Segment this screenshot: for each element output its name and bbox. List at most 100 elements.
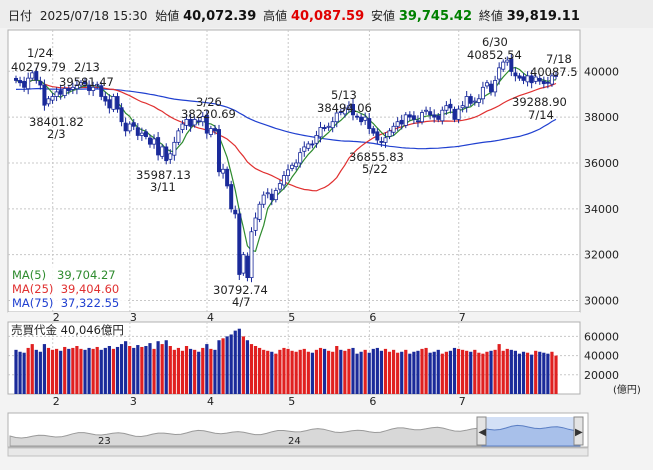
navigator-scrollbar[interactable] xyxy=(7,447,589,457)
annotation-label: 30792.74 xyxy=(213,283,268,297)
volume-bar xyxy=(184,346,189,394)
candle-body xyxy=(476,98,481,103)
candle-body xyxy=(383,137,388,143)
navigator-label-24: 24 xyxy=(288,436,301,447)
datetime-value: 2025/07/18 15:30 xyxy=(40,9,148,23)
volume-bar xyxy=(168,346,172,394)
candle-body xyxy=(58,90,63,95)
volume-bar xyxy=(538,351,542,394)
candle-body xyxy=(460,105,465,109)
volume-bar xyxy=(400,351,404,394)
candle-body xyxy=(440,109,445,122)
navigator-label-23: 23 xyxy=(98,436,111,447)
candle-body xyxy=(379,141,384,143)
candle-body xyxy=(334,112,339,123)
candle-body xyxy=(342,107,347,115)
candle-body xyxy=(204,114,209,134)
volume-bar xyxy=(237,328,241,394)
volume-bar xyxy=(550,351,554,394)
candle-body xyxy=(46,98,51,105)
candle-body xyxy=(464,96,469,108)
candle-body xyxy=(192,119,197,126)
candle-body xyxy=(330,121,335,129)
candle-body xyxy=(253,217,258,231)
high-label: 高値 xyxy=(263,8,287,23)
candle-body xyxy=(346,105,351,109)
annotation-label: 38220.69 xyxy=(181,107,236,121)
volume-bar xyxy=(180,350,185,394)
low-value: 39,745.42 xyxy=(399,9,472,24)
volume-bar xyxy=(258,347,262,394)
candle-body xyxy=(411,115,416,120)
candle-body xyxy=(172,141,177,156)
candle-body xyxy=(436,115,441,120)
volume-bar xyxy=(34,349,38,394)
volume-bar xyxy=(50,349,55,394)
legend-entry: MA(5) 39,704.27 xyxy=(12,268,116,282)
volume-bar xyxy=(103,347,107,394)
price-tick-label: 32000 xyxy=(584,249,619,262)
candle-body xyxy=(241,254,246,274)
candle-body xyxy=(245,255,250,279)
ma25-line xyxy=(15,79,557,192)
volume-bar xyxy=(87,347,91,394)
volume-bar xyxy=(456,348,461,394)
candle-body xyxy=(391,125,396,133)
candle-body xyxy=(196,120,201,123)
candle-body xyxy=(407,114,412,118)
candle-body xyxy=(529,75,534,84)
volume-bar xyxy=(306,351,310,394)
volume-bar xyxy=(172,349,176,394)
month-tick-label: 2 xyxy=(53,311,60,324)
candle-body xyxy=(30,72,35,79)
candle-body xyxy=(22,80,27,88)
candle-body xyxy=(484,82,489,87)
volume-tick-label: 20000 xyxy=(584,369,619,382)
candle-body xyxy=(233,209,238,215)
volume-bar xyxy=(282,347,286,394)
candle-body xyxy=(395,121,400,127)
month-tick-label: 3 xyxy=(130,311,137,324)
navigator-right-handle[interactable] xyxy=(573,416,584,446)
header-bar xyxy=(0,0,653,28)
price-tick-label: 30000 xyxy=(584,295,619,308)
price-tick-label: 34000 xyxy=(584,203,619,216)
volume-bar xyxy=(209,348,213,394)
volume-bar xyxy=(193,349,197,394)
candle-body xyxy=(533,76,538,82)
volume-bar xyxy=(290,350,294,394)
volume-bar xyxy=(59,350,63,394)
volume-bar xyxy=(461,349,465,394)
candle-body xyxy=(95,83,100,87)
candle-body xyxy=(131,122,136,127)
candle-body xyxy=(545,81,550,84)
volume-bar xyxy=(335,346,339,394)
annotation-label: 4/7 xyxy=(232,295,251,309)
candle-body xyxy=(66,88,71,92)
candlesticks xyxy=(13,54,559,283)
price-tick-label: 38000 xyxy=(584,111,619,124)
candle-body xyxy=(176,130,181,143)
open-value: 40,072.39 xyxy=(183,9,256,24)
low-label: 安値 xyxy=(371,8,395,23)
volume-bar xyxy=(489,350,493,394)
volume-bar xyxy=(404,349,408,394)
annotation-label: 40087.5 xyxy=(530,65,578,79)
volume-bar xyxy=(530,354,534,394)
navigator-left-handle[interactable] xyxy=(476,416,487,446)
volume-bar xyxy=(440,353,444,394)
volume-bar xyxy=(107,346,111,394)
volume-bar xyxy=(436,349,440,394)
volume-bar xyxy=(132,347,136,394)
volume-bar xyxy=(444,351,448,394)
candle-body xyxy=(497,67,502,80)
candle-body xyxy=(367,118,372,129)
volume-bar xyxy=(128,346,132,394)
volume-bar xyxy=(424,347,428,394)
candle-body xyxy=(314,135,319,144)
candle-body xyxy=(420,112,425,123)
high-value: 40,087.59 xyxy=(291,9,364,24)
candle-body xyxy=(509,58,514,72)
volume-bar xyxy=(477,352,481,394)
